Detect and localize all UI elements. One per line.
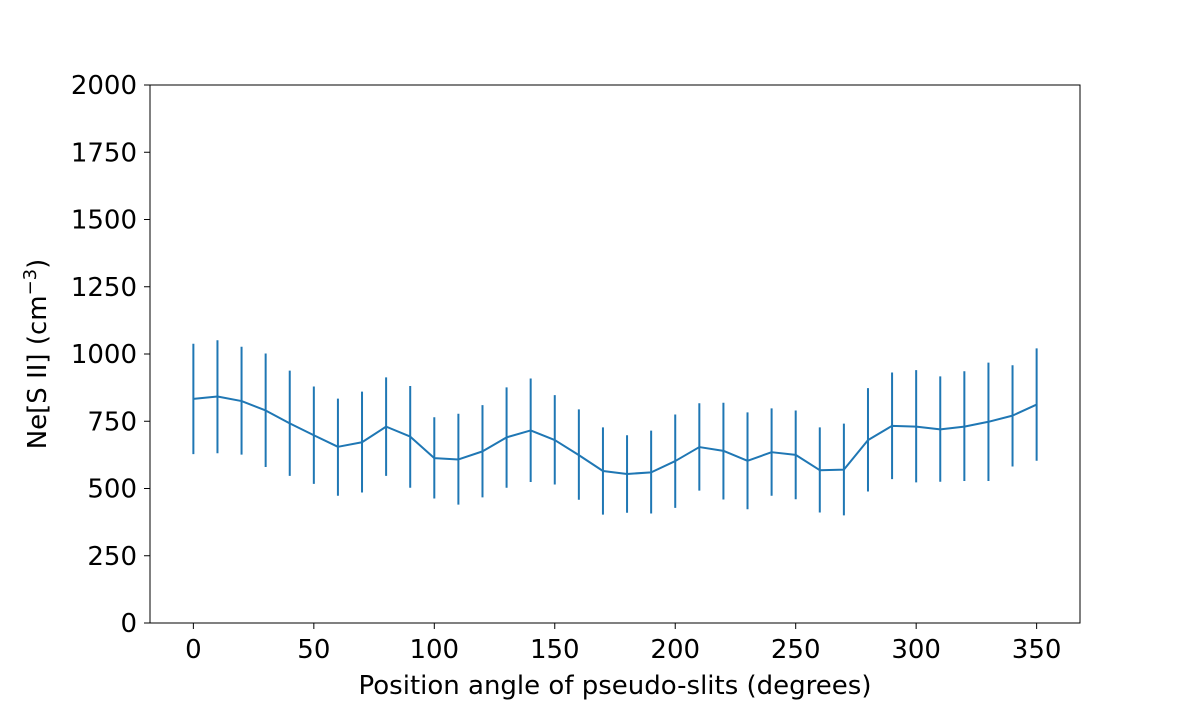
x-tick-label: 200 [650,635,700,665]
y-tick-label: 1750 [71,138,137,168]
y-tick-label: 2000 [71,71,137,101]
x-tick-label: 300 [891,635,941,665]
y-tick-label: 1000 [71,340,137,370]
y-axis-label-close: ) [23,259,53,269]
y-tick-label: 0 [120,609,137,639]
y-tick-label: 1250 [71,273,137,303]
x-tick-label: 100 [409,635,459,665]
axis-ticks: 0 50 100 150 200 250 300 350 0 250 500 750 1000 1250 1… [71,71,1062,665]
y-tick-label: 250 [87,542,137,572]
x-tick-label: 250 [771,635,821,665]
x-tick-label: 150 [530,635,580,665]
x-tick-label: 350 [1012,635,1062,665]
series-line [193,395,1038,475]
data-layer [192,340,1038,516]
y-axis-label-main: Ne[S II] (cm [23,295,53,449]
y-tick-label: 1500 [71,206,137,236]
y-axis-label: Ne[S II] (cm−3) [20,259,53,450]
y-tick-label: 500 [87,475,137,505]
plot-area-frame [149,84,1081,624]
x-tick-label: 50 [297,635,330,665]
x-tick-label: 0 [185,635,202,665]
y-tick-label: 750 [87,407,137,437]
y-axis-label-superscript: −3 [20,269,41,296]
x-axis-label: Position angle of pseudo-slits (degrees) [359,671,872,700]
